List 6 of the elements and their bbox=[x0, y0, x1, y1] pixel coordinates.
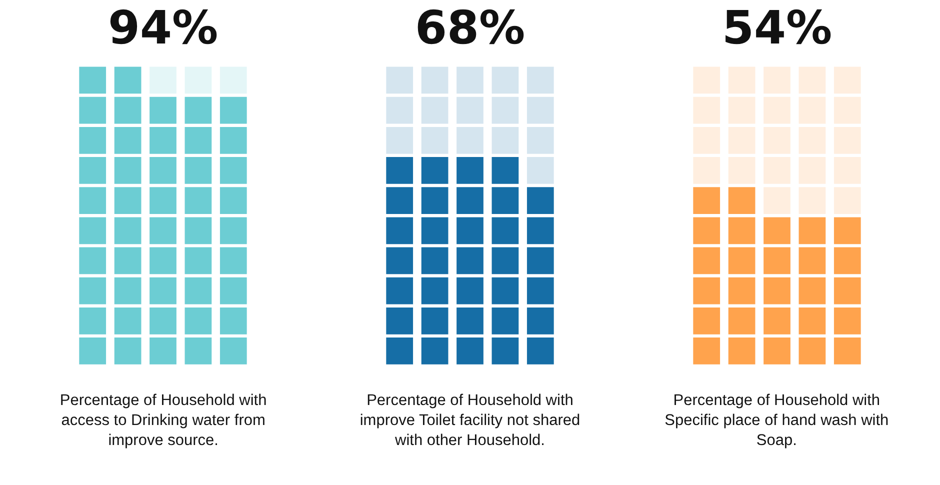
text: Percentage of Household with improve Toilet facility not shared with other Household. bbox=[358, 391, 582, 451]
text: Percentage of Household with access to Drinking water from improve source. bbox=[58, 391, 268, 451]
text: Percentage of Household with Specific place of hand wash with Soap. bbox=[664, 391, 890, 451]
data-label: 94% bbox=[108, 0, 218, 55]
data-label: 54% bbox=[722, 0, 832, 55]
data-label: 68% bbox=[414, 0, 526, 55]
